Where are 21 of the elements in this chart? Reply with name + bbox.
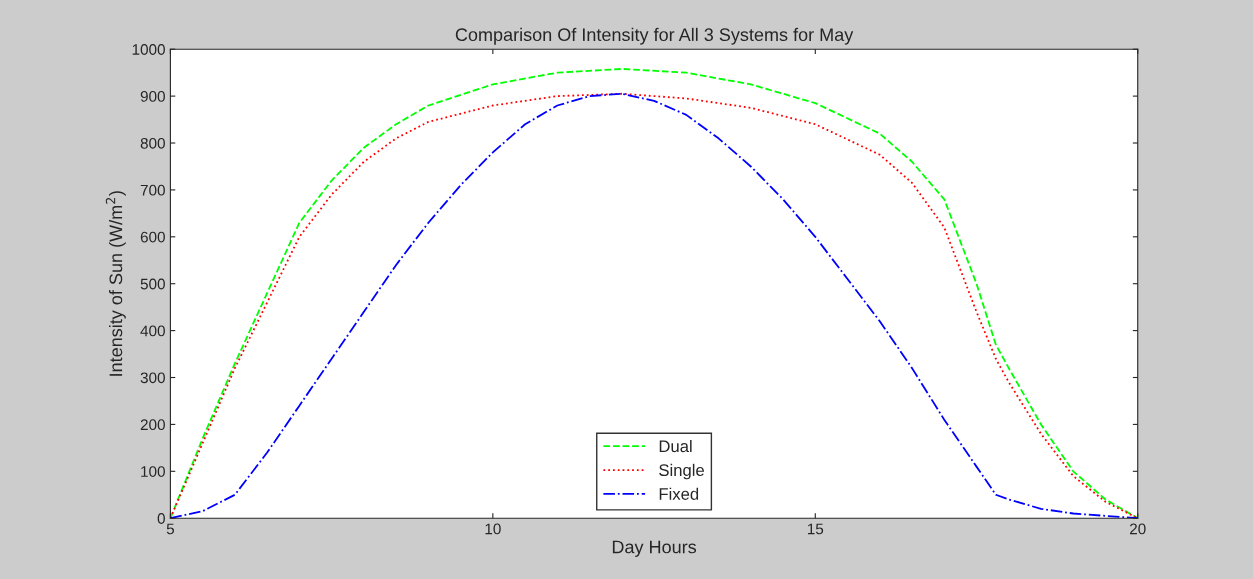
y-tick-label: 100 (141, 466, 165, 477)
x-tick-label: 15 (807, 523, 824, 535)
chart-title: Comparison Of Intensity for All 3 Systems for May (455, 27, 854, 45)
y-tick-label: 1000 (132, 44, 165, 55)
x-axis-title: Day Hours (612, 540, 697, 557)
x-tick-label: 10 (485, 523, 501, 535)
legend-label: Single (659, 463, 704, 480)
x-tick-label: 20 (1130, 523, 1146, 535)
y-tick-label: 500 (140, 278, 165, 290)
y-tick-label: 300 (140, 372, 165, 384)
y-tick-label: 900 (140, 90, 165, 102)
y-tick-label: 800 (140, 137, 165, 149)
legend-label: Fixed (659, 487, 699, 500)
legend-label: Dual (659, 439, 692, 453)
y-tick-label: 700 (140, 184, 165, 196)
y-tick-label: 200 (140, 419, 165, 431)
y-tick-label: 600 (140, 231, 165, 243)
y-axis-title: Intensity of Sun (W/m$^{2}$) (105, 191, 126, 376)
x-tick-label: 5 (166, 523, 175, 535)
y-tick-label: 400 (140, 325, 165, 337)
y-tick-label: 0 (157, 513, 165, 524)
